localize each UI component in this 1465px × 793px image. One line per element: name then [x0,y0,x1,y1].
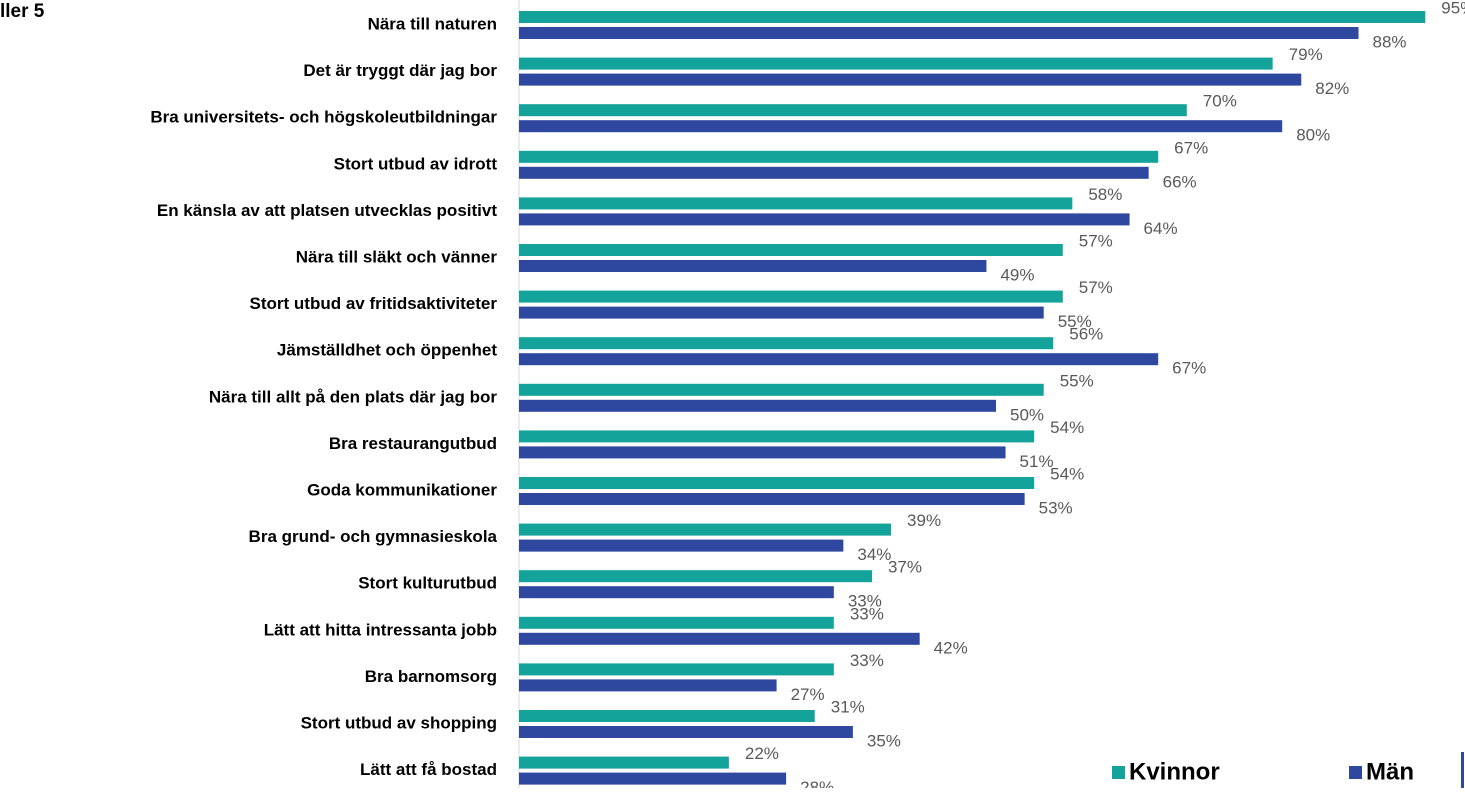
bar [519,166,1149,179]
value-label: 88% [1373,32,1407,51]
bar [519,244,1063,256]
category-label: Bra grund- och gymnasieskola [249,527,498,546]
legend-label: Kvinnor [1129,758,1220,785]
bar [519,756,729,769]
bar [519,586,834,599]
bar [519,104,1187,117]
value-label: 50% [1010,405,1044,424]
category-label: Jämställdhet och öppenhet [277,341,497,360]
value-label: 53% [1039,498,1073,517]
bar [519,11,1426,23]
bar [519,430,1035,443]
bar [519,213,1130,226]
value-label: 42% [934,638,968,657]
value-label: 70% [1203,92,1237,111]
value-label: 67% [1172,359,1206,378]
category-label: Det är tryggt där jag bor [303,61,497,80]
value-label: 64% [1144,219,1178,238]
legend-swatch [1349,766,1362,779]
category-label: Nära till släkt och vänner [296,247,498,266]
bar [519,726,853,738]
bar [519,772,787,785]
value-label: 31% [831,697,865,716]
value-label: 56% [1069,325,1103,344]
value-label: 33% [850,604,884,623]
bar [519,383,1044,396]
bar [519,353,1159,366]
bar [519,539,844,552]
category-label: Bra barnomsorg [365,667,497,686]
bar [519,523,892,536]
value-label: 55% [1060,371,1094,390]
value-label: 82% [1315,79,1349,98]
decoration [1461,752,1464,788]
value-label: 39% [907,511,941,530]
category-label: Lätt att hitta intressanta jobb [264,620,497,639]
value-label: 33% [848,592,882,611]
value-label: 57% [1079,231,1113,250]
category-label: Bra universitets- och högskoleutbildning… [150,108,497,127]
bar [519,493,1025,505]
value-label: 80% [1296,126,1330,145]
bar [519,710,815,722]
value-label: 95% [1441,0,1465,17]
value-label: 54% [1050,464,1084,483]
category-label: Nära till allt på den plats där jag bor [209,387,498,406]
legend-swatch [1112,766,1125,779]
bar [519,663,834,676]
value-label: 54% [1050,418,1084,437]
bar [519,616,834,629]
bar [519,399,996,412]
bar [519,73,1302,86]
value-label: 57% [1079,278,1113,297]
legend-label: Män [1366,758,1414,785]
value-label: 55% [1058,312,1092,331]
value-label: 22% [745,744,779,763]
bar [519,446,1006,459]
bar [519,570,872,583]
value-label: 37% [888,558,922,577]
bar [519,120,1283,133]
bar [519,57,1273,70]
bar [519,632,920,645]
bar [519,260,987,272]
category-label: Stort kulturutbud [358,574,497,593]
value-label: 67% [1174,138,1208,157]
bar [519,197,1073,210]
category-label: Bra restaurangutbud [329,434,497,453]
bar [519,306,1044,319]
bar [519,27,1359,39]
value-label: 28% [800,778,834,788]
chart-title: ller 5 [0,1,45,22]
value-label: 51% [1020,452,1054,471]
category-label: En känsla av att platsen utvecklas posit… [157,201,497,220]
category-label: Stort utbud av fritidsaktiviteter [250,294,498,313]
value-label: 49% [1000,265,1034,284]
category-label: Lätt att få bostad [360,760,497,779]
bar [519,290,1063,303]
value-label: 58% [1088,185,1122,204]
value-label: 27% [791,685,825,704]
category-label: Goda kommunikationer [307,480,497,499]
value-label: 33% [850,651,884,670]
category-label: Nära till naturen [368,14,497,33]
value-label: 66% [1163,172,1197,191]
bar [519,477,1035,489]
bar [519,679,777,692]
bar [519,150,1159,163]
bar [519,337,1054,350]
value-label: 34% [857,545,891,564]
category-label: Stort utbud av shopping [301,713,497,732]
category-label: Stort utbud av idrott [334,154,498,173]
value-label: 35% [867,731,901,750]
value-label: 79% [1289,45,1323,64]
